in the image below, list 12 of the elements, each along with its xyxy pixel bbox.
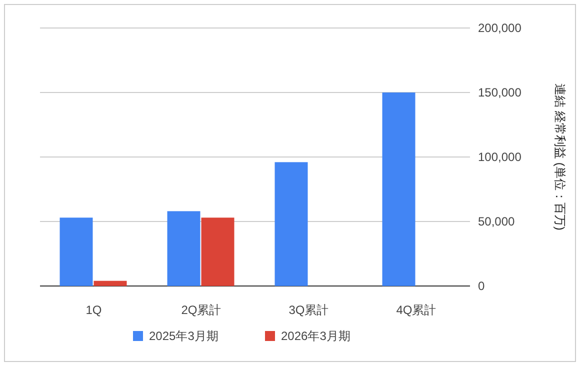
- y-tick-label: 100,000: [478, 150, 522, 164]
- x-tick-label: 1Q: [86, 303, 102, 317]
- y-tick-label: 0: [478, 279, 485, 293]
- x-tick-label: 2Q累計: [181, 303, 222, 317]
- x-tick-label: 4Q累計: [396, 303, 436, 317]
- y-tick-label: 50,000: [478, 214, 516, 228]
- x-tick-label: 3Q累計: [288, 303, 329, 317]
- y-tick-label: 150,000: [478, 86, 522, 100]
- y-axis-title: 連結 経常利益 (単位：百万): [553, 84, 567, 230]
- legend-label: 2026年3月期: [281, 329, 350, 343]
- legend-label: 2025年3月期: [149, 329, 218, 343]
- y-tick-label: 200,000: [478, 21, 522, 35]
